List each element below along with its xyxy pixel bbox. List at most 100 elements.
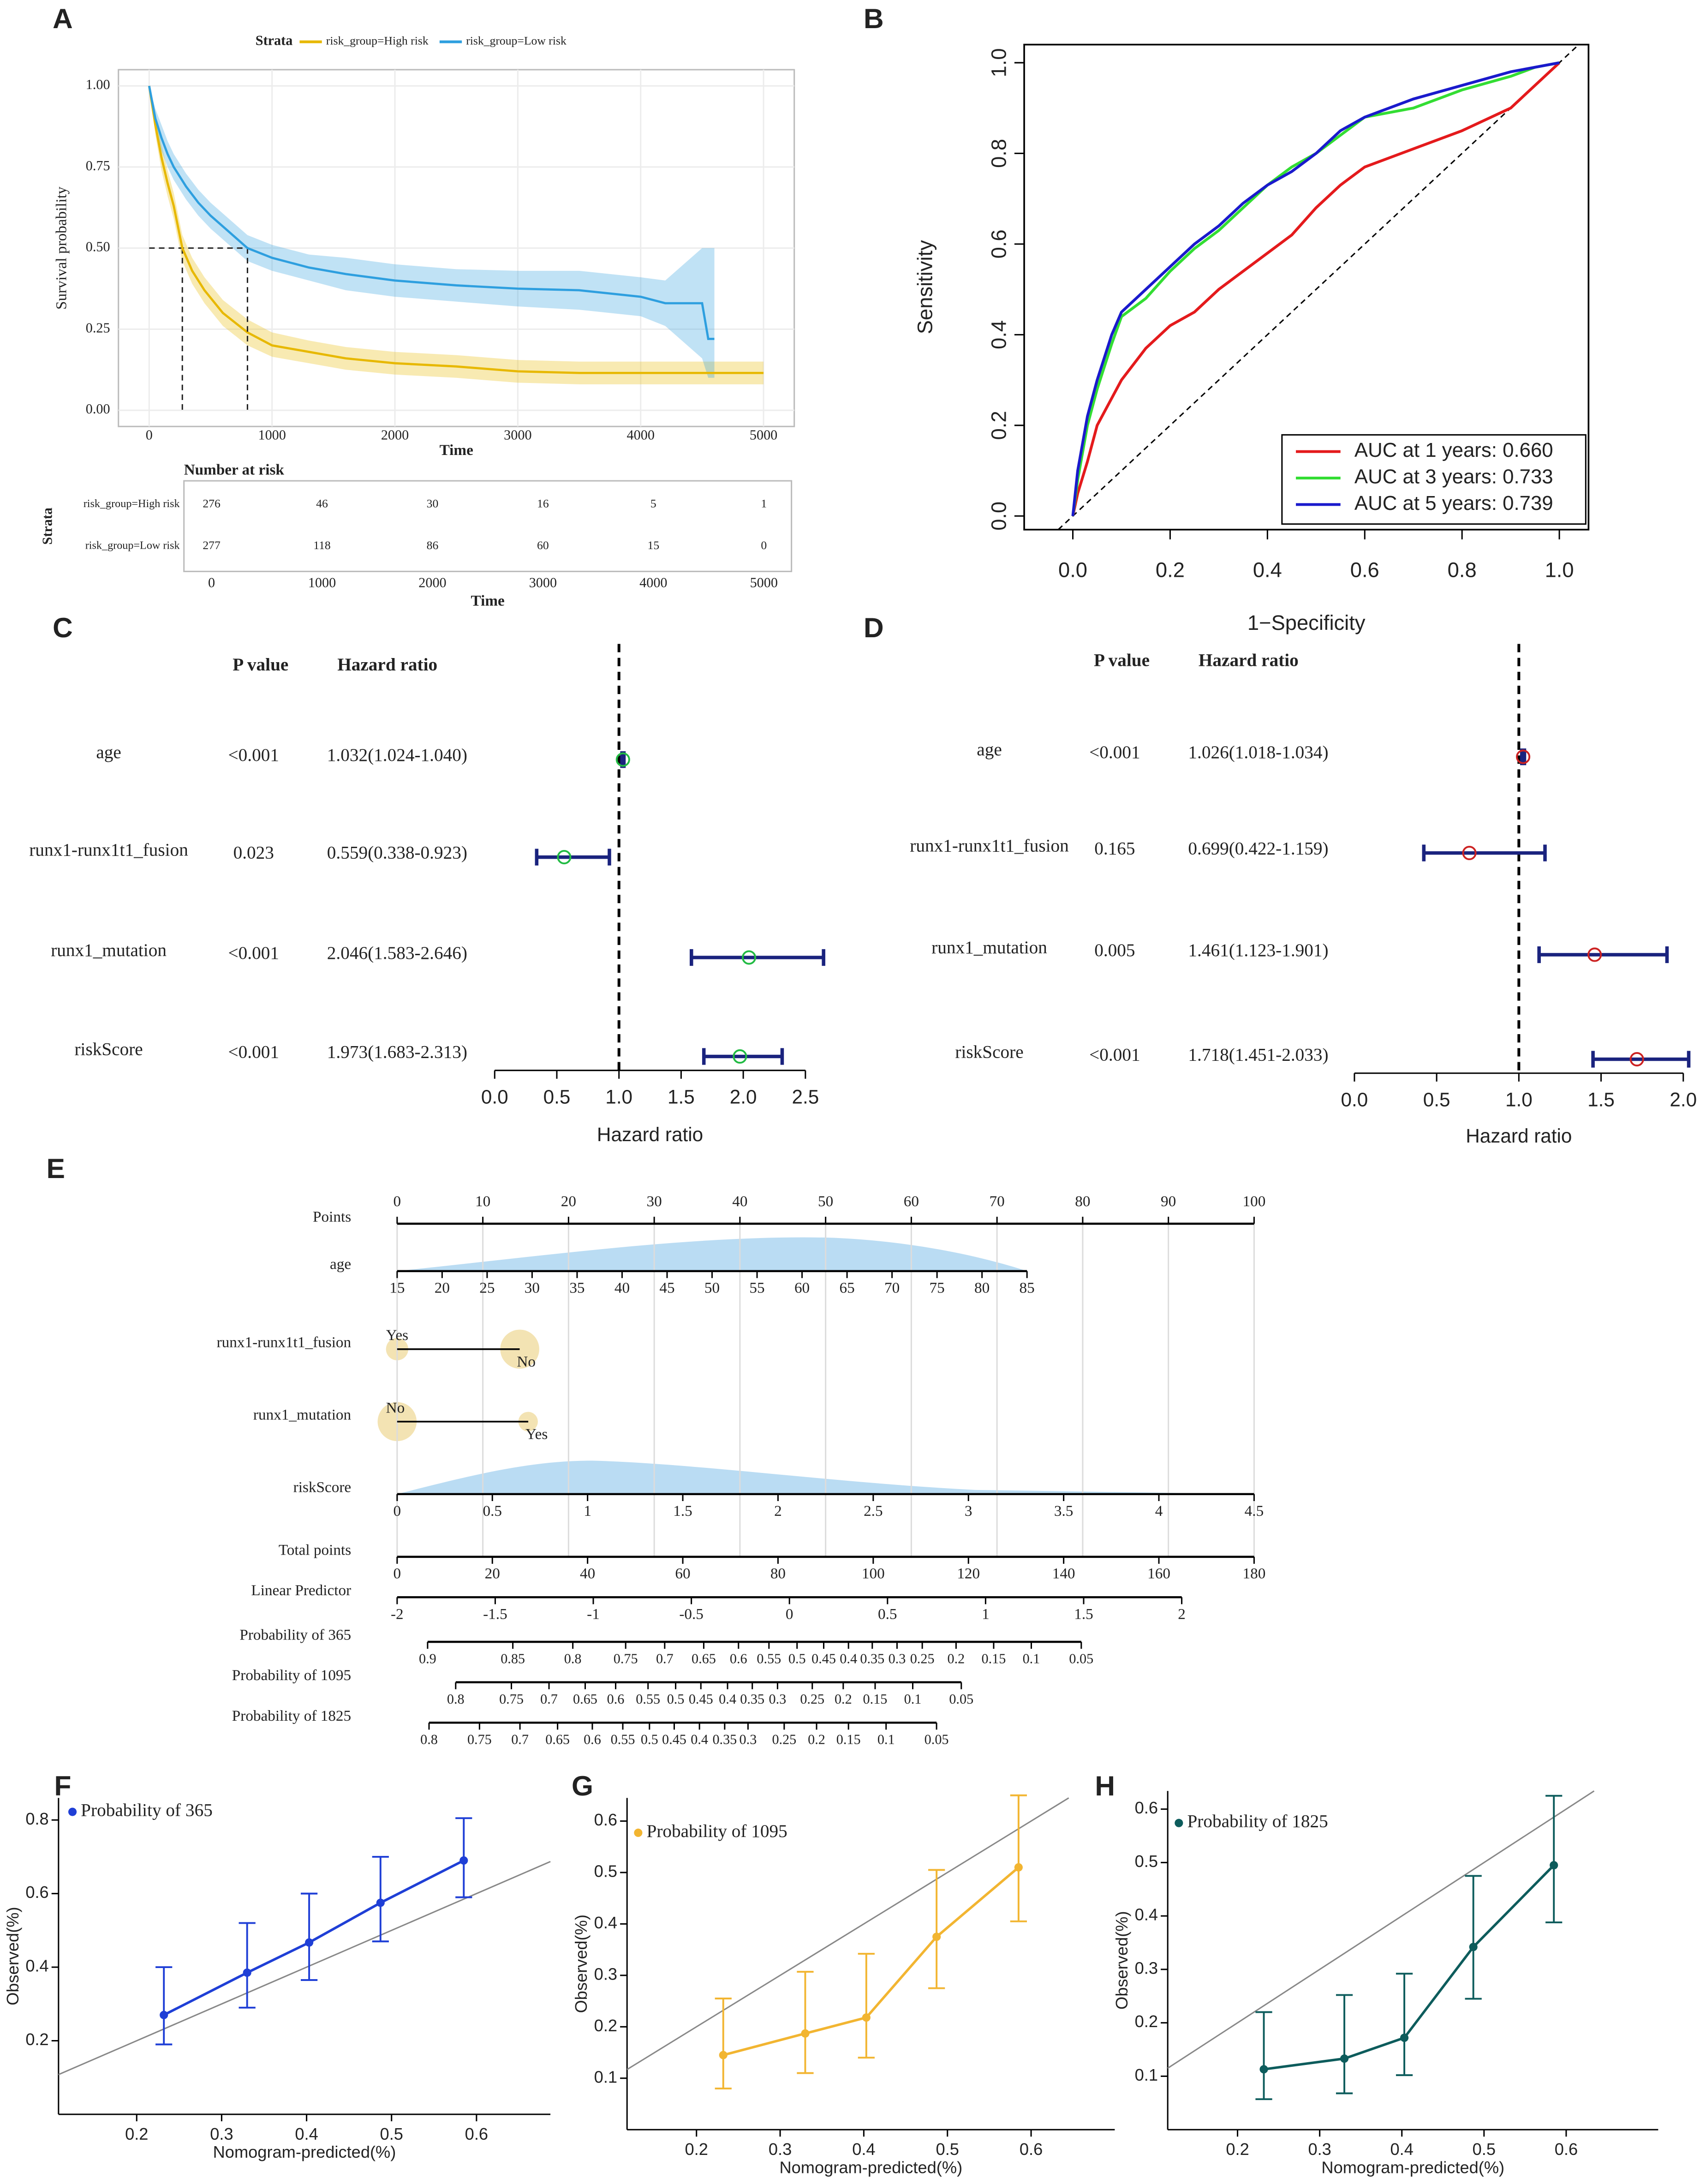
hazard-ratio-point bbox=[1629, 1052, 1644, 1067]
table-title: Number at risk bbox=[184, 461, 285, 479]
x-tick-label: 0 bbox=[146, 427, 153, 443]
tick-label: 0.5 bbox=[878, 1605, 897, 1622]
roc-curve bbox=[1071, 61, 1561, 516]
tick-label: 160 bbox=[1147, 1565, 1170, 1582]
tick-label: 0.05 bbox=[925, 1731, 949, 1747]
tick-label: 40 bbox=[580, 1565, 595, 1582]
y-axis-label: Observed(%) bbox=[1112, 1911, 1131, 2009]
tick-label: 0.05 bbox=[949, 1691, 973, 1707]
tick-label: 0.5 bbox=[641, 1731, 658, 1747]
row-label: riskScore bbox=[293, 1478, 351, 1496]
x-tick-label: 1000 bbox=[258, 427, 286, 443]
legend-label: AUC at 1 years: 0.660 bbox=[1354, 439, 1553, 461]
risk-count: 277 bbox=[203, 539, 221, 552]
calibration-point bbox=[862, 2013, 871, 2022]
survival-curve bbox=[148, 85, 715, 340]
calibration-point bbox=[719, 2051, 728, 2059]
calibration-point bbox=[160, 2010, 168, 2019]
tick-label: 3 bbox=[965, 1502, 972, 1520]
x-tick-label: 0.3 bbox=[769, 2140, 792, 2159]
category-label: No bbox=[517, 1353, 536, 1370]
x-tick-label: 3000 bbox=[529, 574, 557, 590]
tick-label: 15 bbox=[389, 1280, 405, 1297]
x-tick-label: 2.5 bbox=[792, 1086, 819, 1107]
column-header: Hazard ratio bbox=[1199, 651, 1299, 670]
row-label: Points bbox=[313, 1208, 351, 1225]
tick-label: 0.3 bbox=[769, 1691, 787, 1707]
hazard-ratio-label: 0.559(0.338-0.923) bbox=[327, 843, 467, 863]
y-tick-label: 0.5 bbox=[594, 1862, 617, 1881]
tick-label: 60 bbox=[675, 1565, 690, 1582]
tick-label: 1 bbox=[584, 1502, 591, 1520]
x-tick-label: 2000 bbox=[418, 574, 446, 590]
x-tick-label: 3000 bbox=[504, 427, 531, 443]
tick-label: 0.15 bbox=[836, 1731, 861, 1747]
y-tick-label: 0.1 bbox=[1135, 2065, 1158, 2084]
tick-label: 0.1 bbox=[877, 1731, 895, 1747]
tick-label: 0.8 bbox=[420, 1731, 438, 1747]
tick-label: 0.65 bbox=[573, 1691, 597, 1707]
x-tick-label: 1.0 bbox=[605, 1086, 632, 1107]
tick-label: 0.9 bbox=[419, 1651, 436, 1666]
tick-label: 0.4 bbox=[719, 1691, 736, 1707]
tick-label: 0.35 bbox=[860, 1651, 884, 1666]
x-axis-label: Nomogram-predicted(%) bbox=[213, 2142, 396, 2161]
tick-label: 1.5 bbox=[1074, 1605, 1093, 1622]
risk-count: 86 bbox=[427, 539, 439, 552]
tick-label: 0.45 bbox=[811, 1651, 836, 1666]
x-axis-label: Nomogram-predicted(%) bbox=[1321, 2158, 1504, 2177]
x-tick-label: 0.8 bbox=[1448, 558, 1477, 581]
tick-label: 0.25 bbox=[910, 1651, 935, 1666]
row-label: risk_group=High risk bbox=[84, 497, 180, 510]
x-tick-label: 0.2 bbox=[1226, 2140, 1249, 2159]
tick-label: 10 bbox=[475, 1193, 490, 1210]
calibration-point bbox=[1340, 2054, 1349, 2063]
tick-label: 30 bbox=[525, 1280, 540, 1297]
legend-label: Probability of 1095 bbox=[647, 1821, 787, 1841]
tick-label: 0.4 bbox=[691, 1731, 708, 1747]
risk-count: 276 bbox=[203, 497, 221, 510]
p-value: 0.023 bbox=[233, 843, 274, 863]
x-tick-label: 0.6 bbox=[1555, 2140, 1578, 2159]
x-tick-label: 5000 bbox=[750, 427, 777, 443]
calibration-point bbox=[376, 1898, 385, 1907]
legend-label: Probability of 365 bbox=[81, 1801, 213, 1820]
panel-letter: G bbox=[572, 1770, 593, 1801]
tick-label: 0.25 bbox=[800, 1691, 824, 1707]
legend-marker bbox=[634, 1828, 643, 1837]
tick-label: 0.6 bbox=[730, 1651, 747, 1666]
x-tick-label: 0.5 bbox=[1473, 2140, 1496, 2159]
x-tick-label: 0.5 bbox=[380, 2124, 403, 2143]
tick-label: 85 bbox=[1020, 1280, 1035, 1297]
x-axis-label: 1−Specificity bbox=[1247, 611, 1366, 634]
tick-label: 100 bbox=[862, 1565, 885, 1582]
tick-label: 20 bbox=[435, 1280, 450, 1297]
tick-label: 0.8 bbox=[447, 1691, 465, 1707]
x-axis-label: Time bbox=[440, 442, 473, 459]
p-value: <0.001 bbox=[228, 1042, 279, 1062]
row-label: runx1_mutation bbox=[931, 938, 1047, 957]
y-tick-label: 0.6 bbox=[594, 1810, 617, 1829]
tick-label: 0.25 bbox=[772, 1731, 796, 1747]
y-tick-label: 0.1 bbox=[594, 2067, 617, 2086]
category-label: Yes bbox=[525, 1426, 548, 1443]
tick-label: 0.15 bbox=[982, 1651, 1006, 1666]
tick-label: 0.6 bbox=[584, 1731, 601, 1747]
tick-label: 0 bbox=[394, 1502, 401, 1520]
calibration-point bbox=[1469, 1943, 1478, 1951]
x-tick-label: 0.5 bbox=[543, 1086, 571, 1107]
hazard-ratio-label: 1.461(1.123-1.901) bbox=[1188, 940, 1328, 960]
x-tick-label: 0.6 bbox=[1020, 2140, 1043, 2159]
tick-label: 2.5 bbox=[864, 1502, 883, 1520]
y-tick-label: 0.2 bbox=[594, 2016, 617, 2035]
x-axis-label: Nomogram-predicted(%) bbox=[779, 2158, 962, 2177]
legend-label: risk_group=High risk bbox=[326, 34, 429, 48]
risk-count: 16 bbox=[537, 497, 549, 510]
table-frame bbox=[183, 480, 793, 572]
legend-title: Strata bbox=[256, 33, 292, 48]
legend-label: AUC at 5 years: 0.739 bbox=[1354, 492, 1553, 515]
y-tick-label: 0.4 bbox=[25, 1957, 48, 1975]
y-tick-label: 0.2 bbox=[25, 2030, 48, 2049]
